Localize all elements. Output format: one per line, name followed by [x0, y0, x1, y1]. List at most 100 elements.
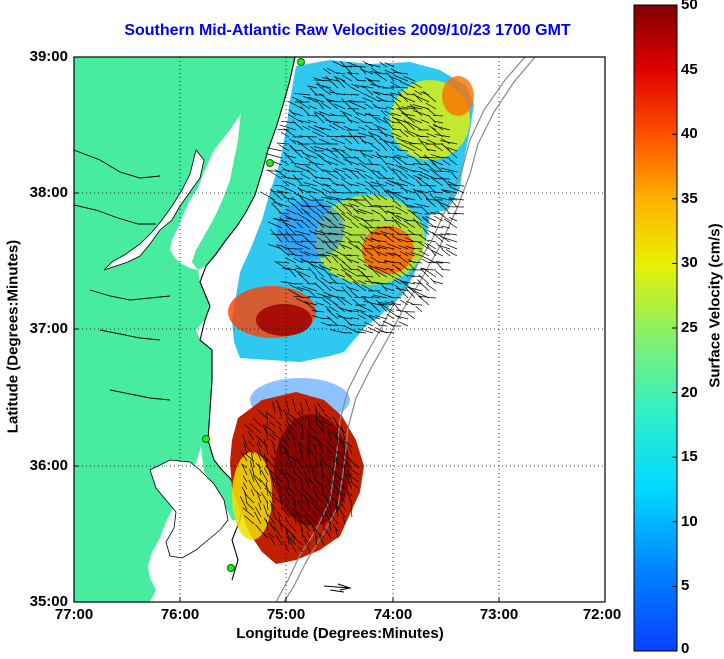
velocity-arrow: [302, 153, 318, 159]
velocity-arrow: [400, 187, 416, 194]
velocity-arrow: [279, 460, 283, 469]
velocity-arrow: [357, 132, 374, 138]
velocity-arrow: [352, 298, 360, 306]
velocity-arrow: [325, 446, 332, 455]
velocity-arrow: [286, 477, 290, 490]
velocity-arrow: [298, 411, 311, 420]
radar-stations: [202, 58, 305, 572]
velocity-arrow: [400, 299, 409, 306]
velocity-arrow: [279, 487, 283, 497]
velocity-arrow: [426, 132, 437, 138]
velocity-arrow: [263, 439, 269, 455]
velocity-arrow: [348, 473, 353, 483]
velocity-arrow: [418, 274, 430, 285]
velocity-arrow: [325, 170, 339, 180]
velocity-arrow: [363, 297, 374, 306]
velocity-arrow: [347, 135, 360, 138]
velocity-arrow: [287, 114, 304, 124]
velocity-arrow: [357, 268, 367, 278]
velocity-arrow: [281, 120, 297, 124]
velocity-arrow: [401, 112, 416, 124]
colorbar: [633, 4, 678, 652]
velocity-arrow: [294, 511, 297, 525]
velocity-arrow: [375, 270, 388, 278]
velocity-arrow: [303, 513, 311, 525]
velocity-arrow: [304, 398, 311, 413]
velocity-arrow: [387, 296, 402, 299]
velocity-arrow: [250, 489, 255, 497]
velocity-arrow: [407, 229, 416, 236]
velocity-arrow: [333, 479, 346, 490]
velocity-arrow: [248, 479, 255, 490]
velocity-arrow: [286, 418, 290, 427]
velocity-arrow: [347, 467, 360, 476]
velocity-arrow: [329, 114, 346, 117]
velocity-arrow: [401, 196, 416, 201]
velocity-arrow: [356, 170, 367, 180]
velocity-arrow: [341, 244, 353, 250]
velocity-arrow: [276, 261, 290, 264]
velocity-arrow: [335, 76, 346, 82]
velocity-arrow: [346, 254, 360, 257]
velocity-arrow: [379, 131, 395, 138]
velocity-arrow: [429, 194, 437, 201]
velocity-arrow: [240, 450, 248, 462]
velocity-arrow: [367, 158, 374, 166]
velocity-arrow: [335, 503, 339, 518]
velocity-arrow: [454, 212, 465, 215]
velocity-arrow: [317, 222, 332, 229]
velocity-arrow: [405, 311, 416, 320]
velocity-arrow: [384, 260, 402, 264]
velocity-arrow: [294, 487, 304, 497]
velocity-arrow: [317, 441, 325, 455]
velocity-arrow: [403, 220, 416, 229]
velocity-arrow: [331, 445, 339, 455]
velocity-arrow: [386, 308, 402, 320]
velocity-arrow: [379, 206, 388, 215]
velocity-arrow: [314, 404, 318, 413]
velocity-arrow: [267, 169, 283, 180]
velocity-arrow: [427, 243, 437, 250]
velocity-arrow: [340, 297, 353, 306]
velocity-arrow: [243, 442, 248, 455]
velocity-arrow: [376, 226, 388, 229]
velocity-arrow: [242, 482, 248, 490]
velocity-arrow: [395, 154, 409, 159]
velocity-arrow: [242, 465, 248, 476]
velocity-arrow: [320, 322, 332, 327]
velocity-arrow: [306, 447, 311, 462]
velocity-arrow: [301, 205, 318, 208]
velocity-arrow: [332, 182, 346, 187]
velocity-arrow: [343, 203, 353, 208]
velocity-arrow: [322, 188, 332, 194]
velocity-arrow: [444, 146, 458, 159]
velocity-arrow: [297, 443, 304, 455]
velocity-arrow: [322, 215, 332, 222]
velocity-arrow: [357, 324, 367, 327]
velocity-arrow: [411, 81, 423, 89]
velocity-arrow: [426, 139, 437, 145]
velocity-arrow: [433, 144, 444, 152]
velocity-arrow: [240, 496, 248, 511]
velocity-arrow: [257, 437, 269, 448]
velocity-arrow: [339, 110, 353, 117]
velocity-lowspot-north: [276, 200, 344, 260]
velocity-arrow: [361, 217, 374, 229]
velocity-arrow: [307, 120, 318, 124]
velocity-arrow: [346, 473, 360, 483]
velocity-arrow: [394, 117, 409, 131]
velocity-arrow: [441, 248, 451, 257]
y-tick-label: 36:00: [29, 457, 68, 474]
velocity-arrow: [344, 309, 360, 313]
velocity-arrow: [275, 534, 283, 546]
velocity-arrow: [315, 416, 318, 427]
velocity-arrow: [340, 212, 353, 222]
velocity-arrow: [349, 169, 360, 180]
velocity-arrow: [370, 154, 381, 159]
velocity-arrow: [295, 512, 304, 525]
velocity-arrow: [443, 218, 458, 229]
velocity-arrow: [320, 196, 339, 201]
velocity-arrow: [293, 257, 304, 264]
velocity-arrow: [311, 310, 325, 313]
